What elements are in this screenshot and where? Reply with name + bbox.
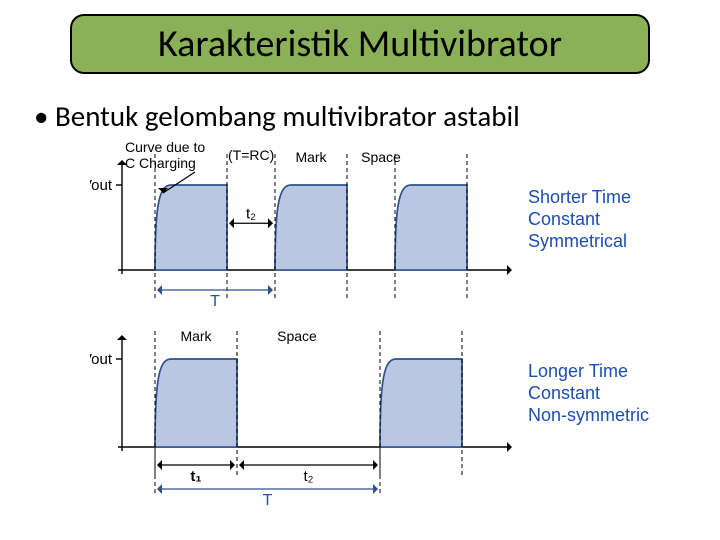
svg-text:Non-symmetrical: Non-symmetrical bbox=[528, 405, 650, 425]
svg-text:t₂: t₂ bbox=[246, 205, 256, 222]
svg-text:Mark: Mark bbox=[295, 149, 327, 165]
svg-text:Vout: Vout bbox=[90, 351, 113, 368]
bullet-text: • Bentuk gelombang multivibrator astabil bbox=[34, 98, 520, 134]
svg-text:Longer Time: Longer Time bbox=[528, 361, 628, 381]
svg-text:Mark: Mark bbox=[180, 328, 212, 344]
svg-text:t₁: t₁ bbox=[190, 468, 201, 485]
svg-text:Space: Space bbox=[361, 149, 401, 165]
svg-text:C Charging: C Charging bbox=[125, 155, 196, 171]
svg-text:T: T bbox=[210, 293, 220, 310]
svg-text:Constant: Constant bbox=[528, 383, 600, 403]
svg-text:Vout: Vout bbox=[90, 177, 113, 194]
svg-text:T: T bbox=[263, 492, 273, 509]
waveform-diagram: Vout Curve due toC Charging (T=RC) Mark Spac… bbox=[90, 142, 650, 512]
svg-text:Curve due to: Curve due to bbox=[125, 142, 205, 155]
svg-text:(T=RC): (T=RC) bbox=[228, 147, 274, 163]
svg-text:t₂: t₂ bbox=[304, 468, 314, 485]
svg-text:Symmetrical: Symmetrical bbox=[528, 231, 627, 251]
title-badge: Karakteristik Multivibrator bbox=[70, 14, 650, 74]
title-text: Karakteristik Multivibrator bbox=[158, 21, 562, 67]
svg-text:Space: Space bbox=[277, 328, 317, 344]
svg-text:Shorter Time: Shorter Time bbox=[528, 187, 631, 207]
svg-text:Constant: Constant bbox=[528, 209, 600, 229]
